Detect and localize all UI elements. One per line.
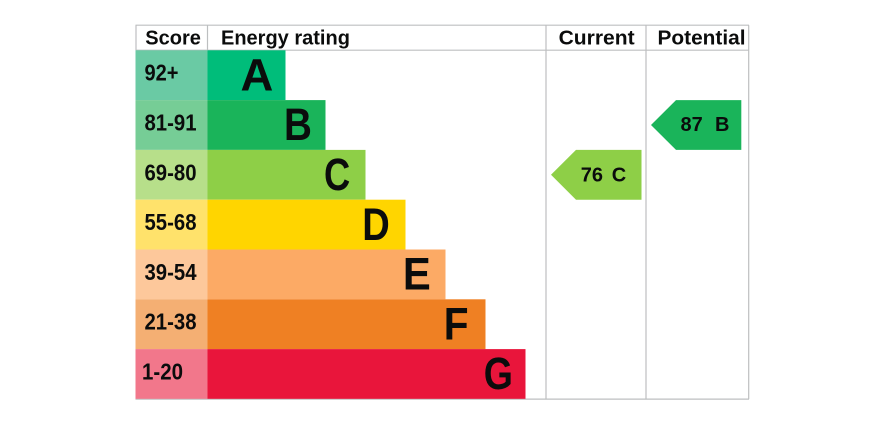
svg-text:87: 87 bbox=[681, 114, 703, 136]
svg-text:Current: Current bbox=[559, 27, 635, 49]
svg-text:21-38: 21-38 bbox=[145, 309, 197, 335]
svg-text:B: B bbox=[715, 114, 729, 136]
svg-text:C: C bbox=[324, 149, 350, 200]
svg-text:1-20: 1-20 bbox=[142, 359, 183, 385]
svg-text:39-54: 39-54 bbox=[145, 259, 197, 285]
svg-text:81-91: 81-91 bbox=[145, 110, 197, 136]
svg-text:E: E bbox=[403, 249, 431, 300]
svg-text:Score: Score bbox=[145, 27, 201, 49]
svg-text:55-68: 55-68 bbox=[145, 209, 197, 235]
svg-text:Potential: Potential bbox=[658, 27, 746, 49]
svg-text:C: C bbox=[612, 165, 626, 187]
svg-text:92+: 92+ bbox=[145, 60, 179, 86]
svg-text:A: A bbox=[241, 50, 274, 101]
svg-text:D: D bbox=[362, 199, 390, 250]
svg-text:76: 76 bbox=[581, 165, 603, 187]
svg-text:F: F bbox=[444, 298, 469, 349]
svg-text:69-80: 69-80 bbox=[145, 159, 197, 185]
svg-text:Energy rating: Energy rating bbox=[221, 27, 350, 49]
svg-text:G: G bbox=[484, 348, 513, 399]
svg-text:B: B bbox=[284, 99, 312, 150]
